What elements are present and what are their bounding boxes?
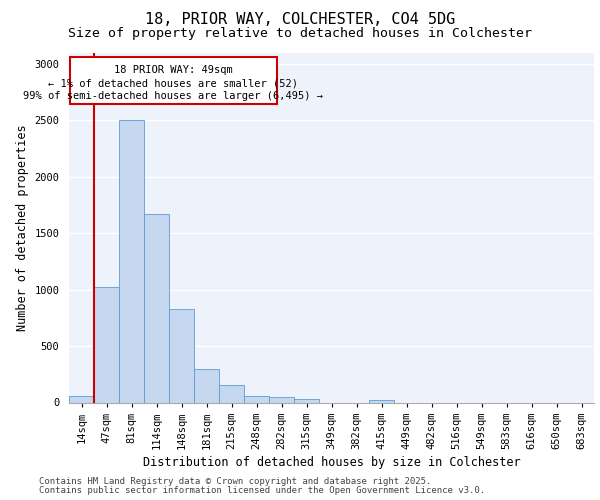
Bar <box>70 57 277 104</box>
Bar <box>144 214 169 402</box>
Bar <box>119 120 144 403</box>
Text: Contains HM Land Registry data © Crown copyright and database right 2025.: Contains HM Land Registry data © Crown c… <box>39 477 431 486</box>
X-axis label: Distribution of detached houses by size in Colchester: Distribution of detached houses by size … <box>143 456 520 469</box>
Bar <box>244 396 269 402</box>
Bar <box>169 309 194 402</box>
Text: 18, PRIOR WAY, COLCHESTER, CO4 5DG: 18, PRIOR WAY, COLCHESTER, CO4 5DG <box>145 12 455 28</box>
Bar <box>219 385 244 402</box>
Text: 18 PRIOR WAY: 49sqm: 18 PRIOR WAY: 49sqm <box>114 66 233 76</box>
Bar <box>369 400 394 402</box>
Bar <box>69 396 94 402</box>
Bar <box>94 288 119 403</box>
Bar <box>194 368 219 402</box>
Text: Contains public sector information licensed under the Open Government Licence v3: Contains public sector information licen… <box>39 486 485 495</box>
Text: 99% of semi-detached houses are larger (6,495) →: 99% of semi-detached houses are larger (… <box>23 91 323 101</box>
Text: ← 1% of detached houses are smaller (52): ← 1% of detached houses are smaller (52) <box>49 78 298 88</box>
Bar <box>294 399 319 402</box>
Y-axis label: Number of detached properties: Number of detached properties <box>16 124 29 331</box>
Text: Size of property relative to detached houses in Colchester: Size of property relative to detached ho… <box>68 28 532 40</box>
Bar <box>269 397 294 402</box>
